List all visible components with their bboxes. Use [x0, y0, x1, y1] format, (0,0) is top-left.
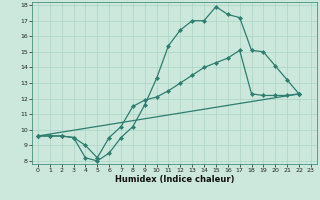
X-axis label: Humidex (Indice chaleur): Humidex (Indice chaleur) — [115, 175, 234, 184]
